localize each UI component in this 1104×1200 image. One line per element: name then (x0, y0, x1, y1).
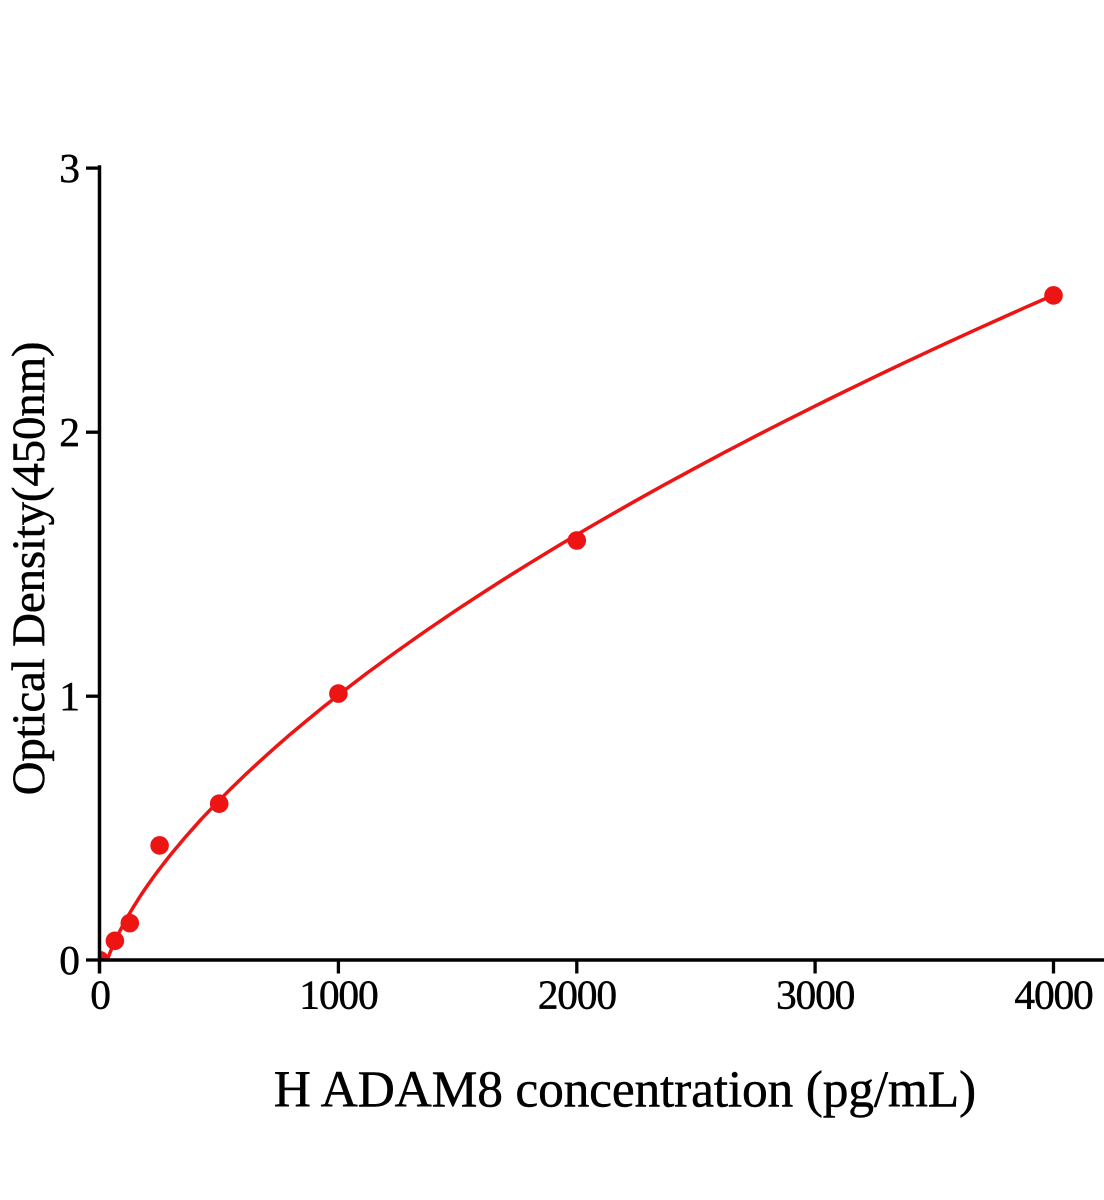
svg-text:3000: 3000 (776, 971, 855, 1017)
svg-text:0: 0 (90, 971, 110, 1017)
svg-text:0: 0 (59, 937, 80, 983)
svg-text:2000: 2000 (538, 971, 617, 1017)
svg-text:4000: 4000 (1014, 971, 1093, 1017)
svg-text:1: 1 (59, 673, 80, 719)
svg-text:H ADAM8 concentration (pg/mL): H ADAM8 concentration (pg/mL) (274, 1062, 976, 1119)
svg-text:Optical Density(450nm): Optical Density(450nm) (3, 342, 55, 796)
svg-text:2: 2 (59, 409, 80, 455)
svg-text:3: 3 (59, 145, 80, 191)
svg-text:1000: 1000 (299, 971, 378, 1017)
